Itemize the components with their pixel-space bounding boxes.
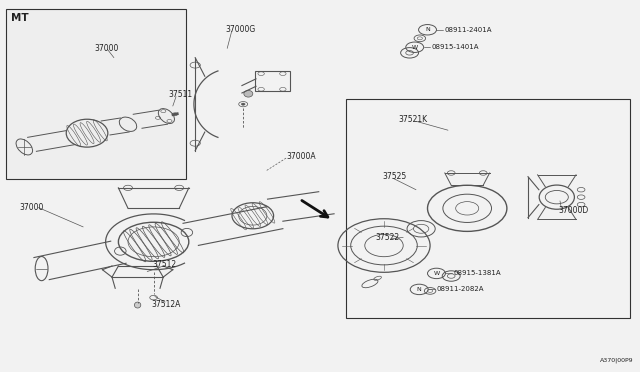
Text: N: N — [425, 27, 430, 32]
Text: 08915-1381A: 08915-1381A — [454, 270, 501, 276]
Text: A370|00P9: A370|00P9 — [600, 357, 634, 363]
Text: 37521K: 37521K — [398, 115, 428, 124]
Text: 08911-2401A: 08911-2401A — [445, 27, 492, 33]
Text: 37000G: 37000G — [225, 25, 255, 33]
Ellipse shape — [134, 302, 141, 308]
Text: 37000: 37000 — [19, 203, 44, 212]
Text: W: W — [433, 271, 440, 276]
Circle shape — [241, 103, 245, 105]
Text: 37525: 37525 — [383, 172, 407, 181]
Text: MT: MT — [11, 13, 29, 23]
Text: 37512A: 37512A — [152, 300, 181, 309]
Text: W: W — [412, 45, 418, 50]
Bar — [346, 99, 630, 318]
Bar — [6, 9, 186, 179]
Text: 08915-1401A: 08915-1401A — [432, 44, 479, 50]
Text: N: N — [417, 287, 422, 292]
Text: 37000A: 37000A — [286, 152, 316, 161]
Text: 37512: 37512 — [152, 260, 177, 269]
Text: 37000: 37000 — [95, 44, 119, 53]
Text: 37511: 37511 — [168, 90, 193, 99]
Bar — [255, 71, 290, 91]
Text: 08911-2082A: 08911-2082A — [436, 286, 484, 292]
Text: 37000D: 37000D — [559, 206, 589, 215]
Ellipse shape — [244, 90, 253, 97]
Text: 37522: 37522 — [376, 233, 400, 242]
